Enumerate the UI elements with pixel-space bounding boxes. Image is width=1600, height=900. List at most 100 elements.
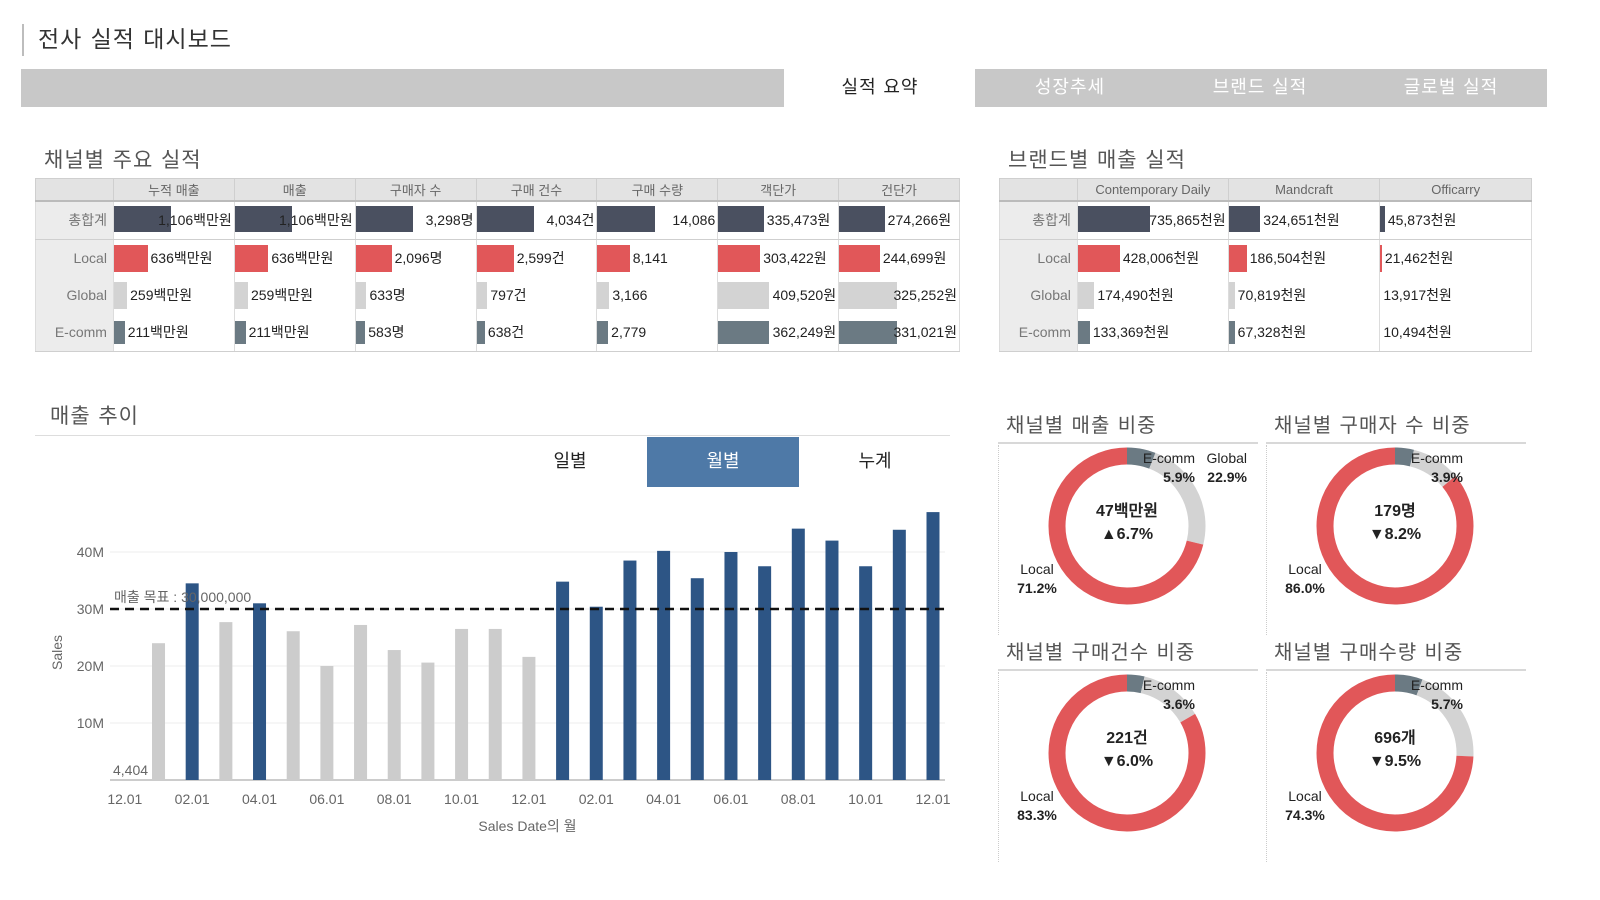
donut-segment-global xyxy=(1048,447,1206,605)
tab-brand-performance[interactable]: 브랜드 실적 xyxy=(1212,77,1308,98)
channel-table-cell: 259백만원 xyxy=(233,276,356,314)
donut-label-local: Local 83.3% xyxy=(1003,787,1071,825)
tab-performance-summary[interactable]: 실적 요약 xyxy=(785,69,975,107)
sales-bar xyxy=(152,643,166,780)
row-label-총합계: 총합계 xyxy=(35,200,114,240)
tab-growth-trend[interactable]: 성장추세 xyxy=(1034,77,1106,98)
channel-table-cell: 2,599건 xyxy=(475,239,598,277)
cell-value: 2,599건 xyxy=(516,250,565,266)
sales-bar xyxy=(320,666,334,780)
donut-panel: 696개 ▼9.5% E-comm 5.7% Local 74.3% xyxy=(1266,672,1528,862)
segment-percent: 83.3% xyxy=(1017,807,1057,823)
cell-value: 583명 xyxy=(368,324,405,340)
segment-percent: 22.9% xyxy=(1207,469,1247,485)
donut-divider xyxy=(998,669,1258,671)
cell-bar xyxy=(476,320,485,344)
cell-value: 8,141 xyxy=(632,250,668,266)
cell-value: 259백만원 xyxy=(250,287,313,303)
cell-bar xyxy=(1228,244,1247,272)
cell-bar xyxy=(839,205,885,232)
x-tick-label: 12.01 xyxy=(107,791,142,807)
brand-table-row: Local 428,006천원 186,504천원 21,462천원 xyxy=(999,239,1532,277)
cell-bar xyxy=(1228,320,1235,344)
donut-center-value: 221건 xyxy=(1106,730,1148,747)
cell-value: 633명 xyxy=(369,287,406,303)
sales-bar xyxy=(286,631,300,780)
brand-table-cell: 735,865천원 xyxy=(1076,200,1229,240)
channel-table-cell: 633명 xyxy=(354,276,477,314)
cell-value: 2,779 xyxy=(611,324,647,340)
brand-table-row: 총합계 735,865천원 324,651천원 45,873천원 xyxy=(999,200,1532,240)
row-header-corner xyxy=(35,178,114,202)
channel-table-cell: 335,473원 xyxy=(717,200,840,240)
segment-percent: 5.7% xyxy=(1431,696,1463,712)
brand-sales-table: Contemporary Daily Mandcraft Officarry 총합계… xyxy=(999,178,1532,352)
channel-table-cell: 14,086 xyxy=(596,200,719,240)
donut-label-e-comm: E-comm 3.6% xyxy=(1099,676,1195,714)
channel-table-cell: 583명 xyxy=(354,313,477,352)
cell-bar xyxy=(839,244,880,272)
channel-table-cell: 3,298명 xyxy=(354,200,477,240)
cell-value: 331,021원 xyxy=(893,324,958,340)
channel-kpi-table: 누적 매출 매출 구매자 수 구매 건수 구매 수량 객단가 건단가 총합계 1,106백만원… xyxy=(35,178,960,352)
toggle-cumulative[interactable]: 누계 xyxy=(858,451,892,472)
segment-name: E-comm xyxy=(1410,450,1463,466)
sales-bar xyxy=(421,662,435,780)
channel-table-cell: 325,252원 xyxy=(838,276,960,314)
tab-bar-right xyxy=(975,69,1547,107)
segment-name: Local xyxy=(1020,561,1054,577)
segment-name: E-comm xyxy=(1142,677,1195,693)
donut-center-change: ▼6.0% xyxy=(1100,753,1154,770)
channel-table-cell: 274,266원 xyxy=(838,200,960,240)
x-tick-label: 02.01 xyxy=(175,791,210,807)
brand-column-header: Mandcraft xyxy=(1227,178,1381,202)
cell-value: 3,298명 xyxy=(425,212,474,228)
channel-table-row: E-comm 211백만원 211백만원 583명 638건 2,779 362,249원 3… xyxy=(35,313,960,352)
cell-value: 186,504천원 xyxy=(1249,250,1327,266)
sales-bar xyxy=(825,540,839,780)
channel-table-cell: 244,699원 xyxy=(838,239,960,277)
cell-bar xyxy=(597,281,610,309)
row-label-e-comm: E-comm xyxy=(999,313,1078,352)
toggle-daily[interactable]: 일별 xyxy=(553,451,587,472)
cell-value: 211백만원 xyxy=(248,324,310,340)
cell-value: 21,462천원 xyxy=(1384,250,1454,266)
cell-value: 133,369천원 xyxy=(1092,324,1170,340)
segment-percent: 3.9% xyxy=(1431,469,1463,485)
donut-title: 채널별 구매자 수 비중 xyxy=(1274,413,1471,437)
channel-table-cell: 1,106백만원 xyxy=(112,200,235,240)
cell-value: 259백만원 xyxy=(130,287,193,303)
brand-table-row: Global 174,490천원 70,819천원 13,917천원 xyxy=(999,276,1532,314)
cell-bar xyxy=(597,244,630,272)
brand-table-cell: 174,490천원 xyxy=(1076,276,1229,314)
channel-column-header: 구매자 수 xyxy=(354,178,477,202)
tab-global-performance[interactable]: 글로벌 실적 xyxy=(1403,77,1499,98)
toggle-monthly[interactable]: 월별 xyxy=(647,437,799,487)
cell-bar xyxy=(839,320,897,344)
channel-column-header: 구매 수량 xyxy=(596,178,719,202)
segment-percent: 71.2% xyxy=(1017,580,1057,596)
cell-value: 70,819천원 xyxy=(1237,287,1307,303)
channel-table-cell: 2,779 xyxy=(596,313,719,352)
cell-value: 244,699원 xyxy=(882,250,947,266)
sales-bar xyxy=(455,628,469,780)
cell-bar xyxy=(234,320,246,344)
donut-center: 179명 ▼8.2% xyxy=(1335,500,1455,546)
row-label-global: Global xyxy=(35,276,114,314)
cell-bar xyxy=(1380,244,1382,272)
donut-title: 채널별 구매수량 비중 xyxy=(1274,640,1464,664)
row-label-e-comm: E-comm xyxy=(35,313,114,352)
channel-table-cell: 331,021원 xyxy=(838,313,960,352)
cell-value: 428,006천원 xyxy=(1122,250,1200,266)
cell-value: 638건 xyxy=(487,324,525,340)
donut-segment-local xyxy=(1048,674,1206,832)
cell-bar xyxy=(718,244,761,272)
channel-table-row: Local 636백만원 636백만원 2,096명 2,599건 8,141 303,42… xyxy=(35,239,960,277)
segment-percent: 86.0% xyxy=(1285,580,1325,596)
cell-bar xyxy=(113,244,148,272)
donut-segment-global xyxy=(1316,674,1474,832)
cell-bar xyxy=(1077,320,1090,344)
donut-center-change: ▲6.7% xyxy=(1100,526,1154,543)
cell-value: 335,473원 xyxy=(766,212,831,228)
cell-value: 174,490천원 xyxy=(1097,287,1174,303)
